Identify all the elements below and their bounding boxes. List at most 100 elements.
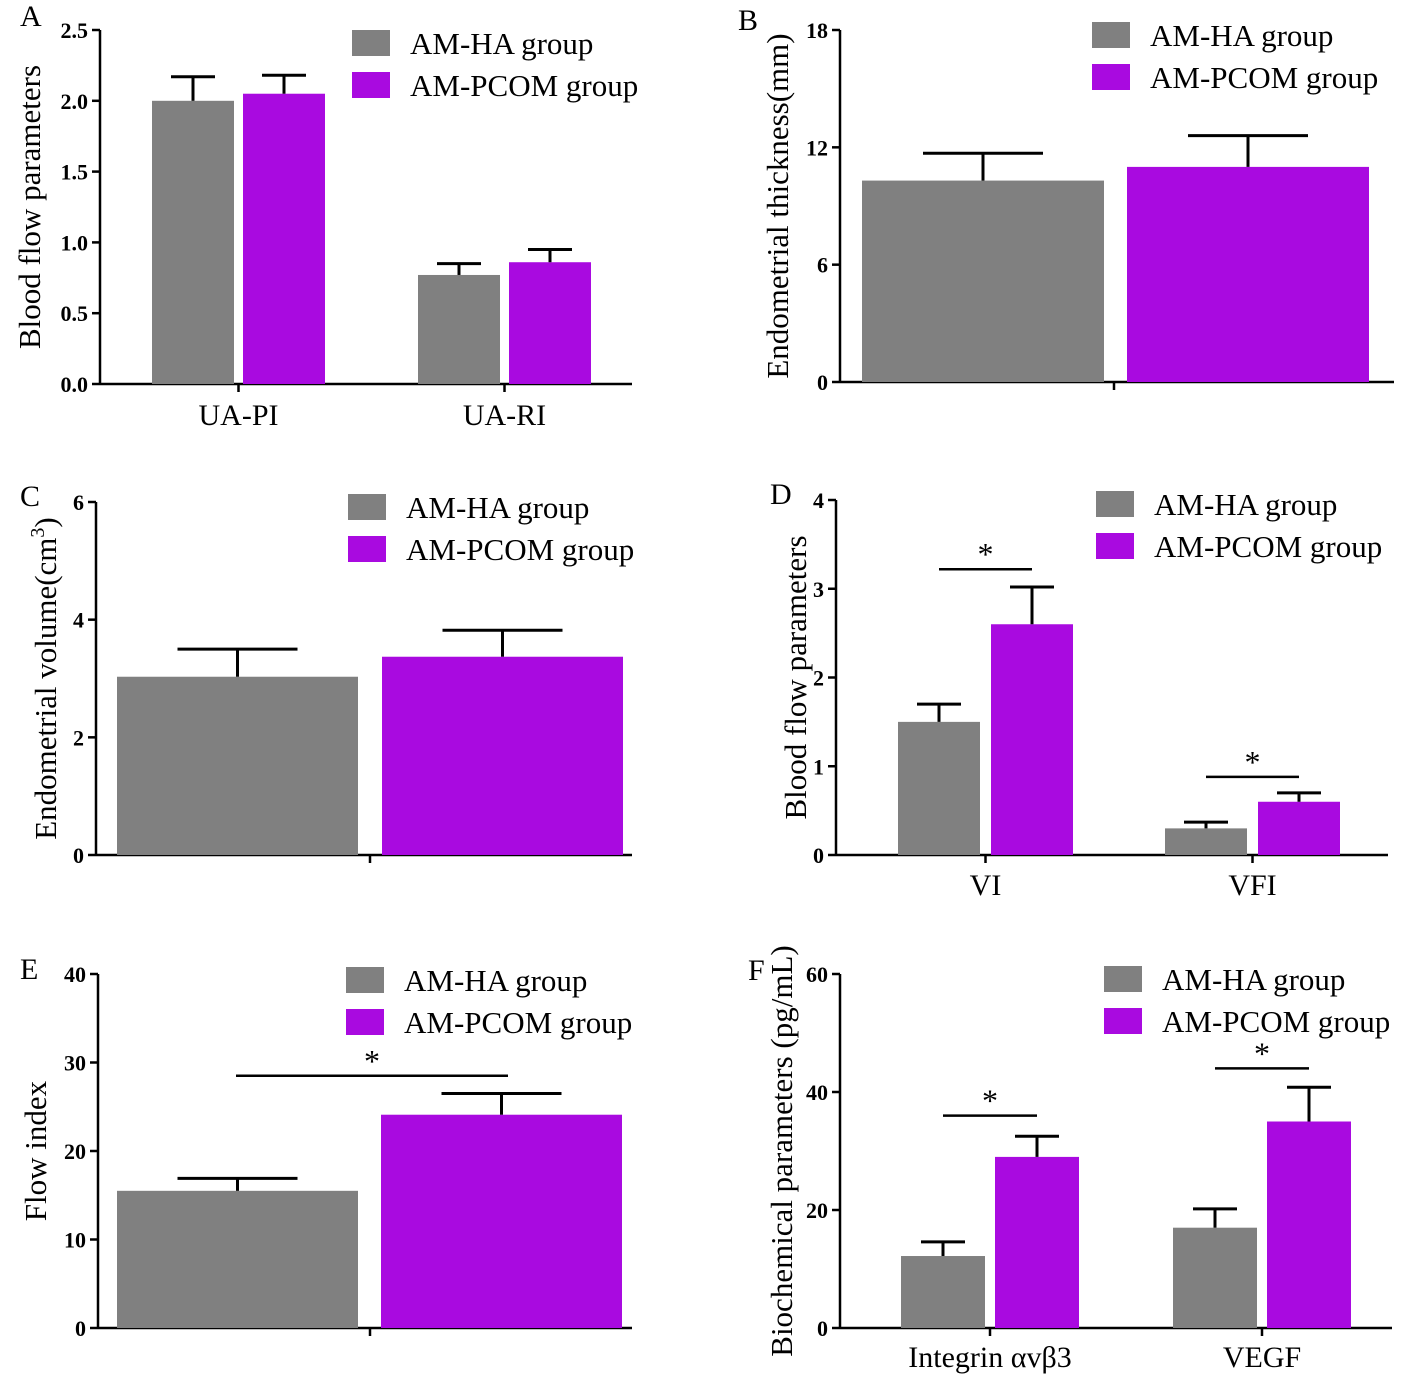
y-axis-label-text: Biochemical parameters (pg/mL): [764, 945, 799, 1356]
y-axis-label-text: Flow index: [18, 1080, 53, 1221]
x-category-label: UA-RI: [463, 399, 546, 432]
significance-star: *: [1254, 1035, 1270, 1071]
legend-label: AM-PCOM group: [404, 1005, 632, 1040]
legend-swatch: [346, 1009, 384, 1035]
y-tick-label: 0: [817, 370, 828, 395]
y-axis-label-superscript: 3: [27, 528, 49, 538]
bar: [862, 180, 1104, 382]
legend-swatch: [1096, 533, 1134, 559]
significance-star: *: [364, 1043, 380, 1079]
legend-swatch: [1104, 1008, 1142, 1034]
y-tick-label: 0.5: [61, 301, 89, 326]
panel-letter: A: [20, 0, 42, 33]
panel-letter: B: [738, 4, 758, 37]
y-tick-label: 0: [813, 843, 824, 868]
y-tick-label: 3: [813, 577, 824, 602]
y-tick-label: 4: [73, 608, 84, 633]
legend-swatch: [352, 30, 390, 56]
legend-label: AM-HA group: [1150, 18, 1333, 53]
legend-swatch: [346, 967, 384, 993]
significance-star: *: [982, 1083, 998, 1119]
x-category-label: UA-PI: [199, 399, 279, 432]
legend-label: AM-PCOM group: [406, 532, 634, 567]
y-tick-label: 40: [64, 962, 86, 987]
chart-panel-f: F Biochemical parameters (pg/mL) 0 20 40 60 In…: [748, 945, 1392, 1374]
y-tick-label: 20: [806, 1198, 828, 1223]
bar: [991, 624, 1073, 855]
legend-swatch: [1104, 966, 1142, 992]
y-tick-label: 1.5: [61, 160, 89, 185]
y-tick-label: 18: [806, 18, 828, 43]
x-category-label: VEGF: [1223, 1341, 1301, 1374]
bar: [152, 100, 234, 385]
legend-label: AM-PCOM group: [1154, 529, 1382, 564]
y-tick-label: 2: [813, 666, 824, 691]
y-tick-label: 0: [817, 1316, 828, 1341]
bar: [509, 262, 591, 384]
y-tick-label: 0: [75, 1316, 86, 1341]
y-tick-label: 4: [813, 488, 824, 513]
panel-letter: D: [770, 478, 792, 511]
legend-label: AM-PCOM group: [1162, 1004, 1390, 1039]
significance-star: *: [978, 536, 994, 572]
legend-swatch: [348, 494, 386, 520]
x-category-label: VFI: [1228, 869, 1276, 902]
panel-letter: C: [20, 480, 40, 513]
bar: [1267, 1121, 1351, 1328]
bar: [898, 721, 980, 855]
y-tick-label: 2.0: [61, 89, 89, 114]
bar: [1127, 166, 1369, 382]
y-axis-label: Blood flow parameters: [778, 535, 813, 819]
y-tick-label: 12: [806, 135, 828, 160]
bar: [995, 1156, 1079, 1328]
panel-letter: E: [20, 953, 38, 986]
bar: [382, 656, 623, 855]
legend-label: AM-HA group: [1154, 487, 1337, 522]
bar: [243, 93, 325, 384]
y-tick-label: 40: [806, 1080, 828, 1105]
y-axis-label-text: Blood flow parameters: [12, 65, 47, 349]
panel-letter: F: [748, 954, 765, 987]
y-tick-label: 60: [806, 962, 828, 987]
legend-swatch: [1092, 64, 1130, 90]
bar: [1258, 801, 1340, 855]
y-tick-label: 10: [64, 1228, 86, 1253]
y-axis-label-text: Endometrial volume(cm: [28, 538, 63, 840]
bar: [117, 1190, 358, 1328]
y-tick-label: 1.0: [61, 230, 89, 255]
legend-swatch: [1092, 22, 1130, 48]
y-tick-label: 20: [64, 1139, 86, 1164]
y-tick-label: 30: [64, 1051, 86, 1076]
legend-label: AM-HA group: [406, 490, 589, 525]
y-axis-label: Endometrial volume(cm3): [27, 517, 63, 840]
legend-label: AM-PCOM group: [1150, 60, 1378, 95]
legend-label: AM-HA group: [404, 963, 587, 998]
legend-label: AM-HA group: [410, 26, 593, 61]
y-tick-label: 2: [73, 725, 84, 750]
y-tick-label: 6: [817, 253, 828, 278]
y-tick-label: 2.5: [61, 18, 89, 43]
x-category-label: Integrin αvβ3: [908, 1341, 1071, 1374]
y-tick-label: 6: [73, 490, 84, 515]
chart-panel-e: E Flow index 0 10 20 30 40 * AM-HA group AM-PCOM …: [18, 953, 632, 1341]
y-axis-label-text: Blood flow parameters: [778, 535, 813, 819]
chart-panel-a: A Blood flow parameters 0.0 0.5 1.0 1.5 2.0 2.5…: [12, 0, 638, 432]
chart-panel-c: C Endometrial volume(cm3) 0 2 4 6 AM-HA group A…: [20, 480, 634, 868]
y-tick-label: 0: [73, 843, 84, 868]
y-axis-label-end: ): [28, 517, 63, 527]
y-tick-label: 0.0: [61, 372, 89, 397]
x-category-label: VI: [970, 869, 1002, 902]
legend-swatch: [348, 536, 386, 562]
legend-label: AM-HA group: [1162, 962, 1345, 997]
y-axis-label: Blood flow parameters: [12, 65, 47, 349]
legend-label: AM-PCOM group: [410, 68, 638, 103]
bar: [1173, 1227, 1257, 1328]
bar: [117, 676, 358, 855]
legend-swatch: [352, 72, 390, 98]
y-axis-label: Flow index: [18, 1080, 53, 1221]
legend-swatch: [1096, 491, 1134, 517]
bar: [381, 1114, 622, 1328]
